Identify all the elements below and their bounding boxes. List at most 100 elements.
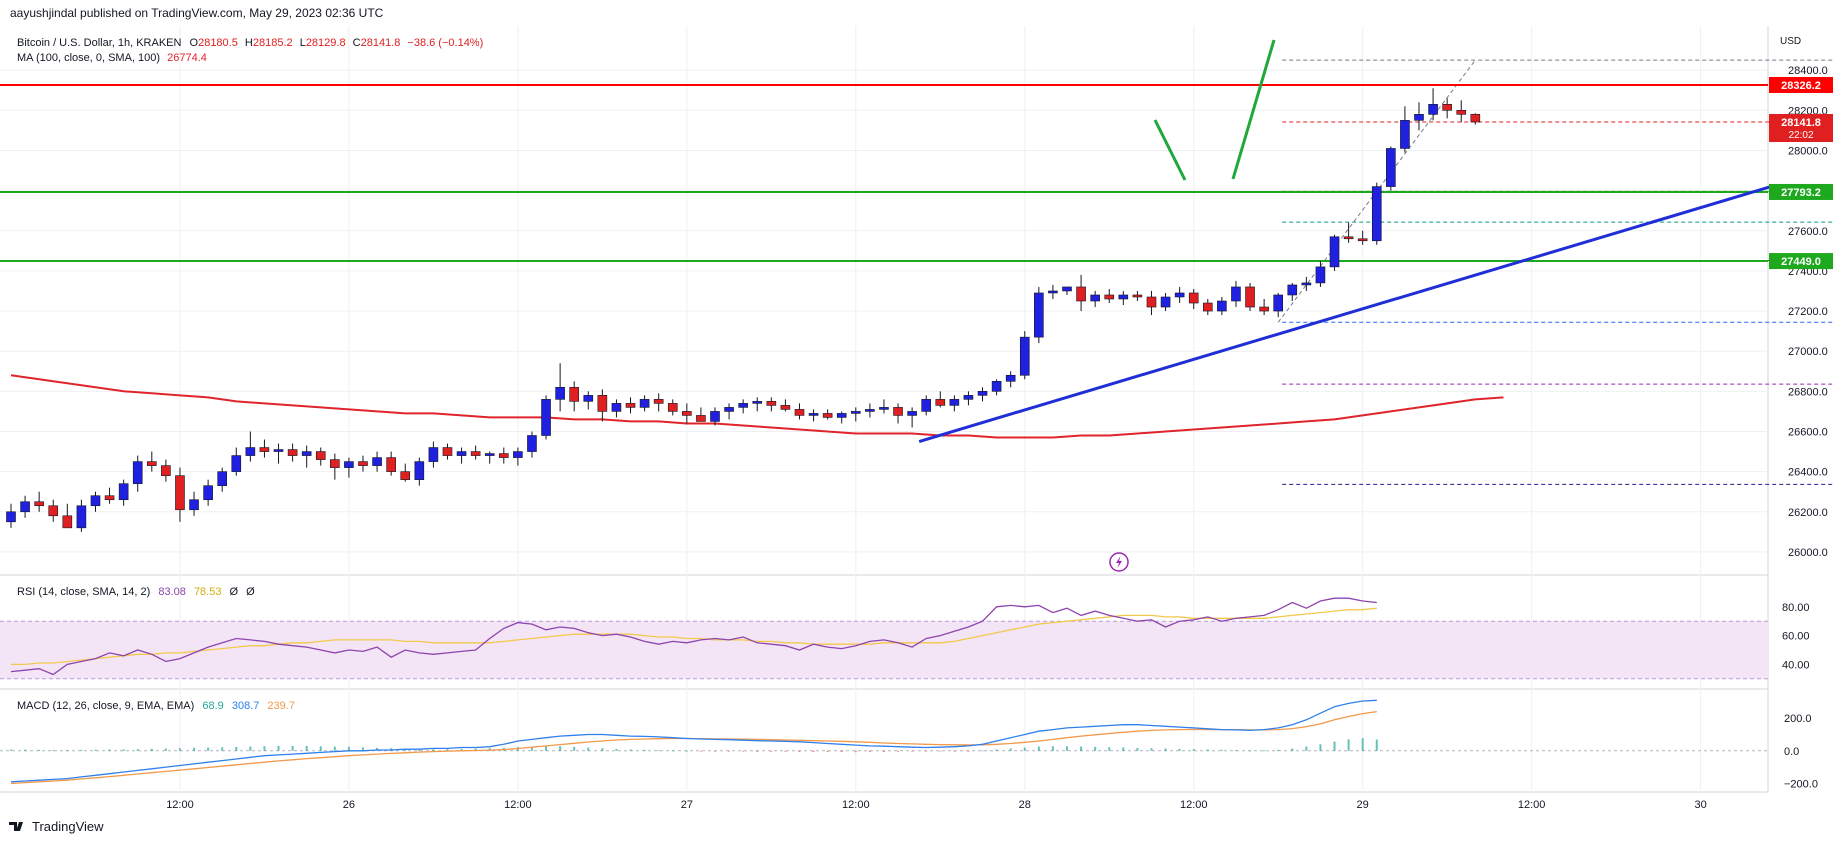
macd-hist-bar	[249, 746, 252, 751]
ohlc-close: 28141.8	[361, 37, 401, 49]
candle-body	[1301, 282, 1312, 286]
candle-body	[203, 485, 213, 501]
trendline	[918, 185, 1772, 443]
level-tag: 27793.2	[1781, 187, 1821, 199]
macd-hist-bar	[1305, 746, 1308, 751]
candle-body	[1428, 103, 1438, 115]
macd-hist-bar	[10, 749, 12, 751]
candle-body	[1400, 120, 1410, 149]
candle-body	[147, 461, 157, 466]
candle-body	[344, 461, 354, 468]
candle-body	[1132, 294, 1143, 298]
candle-body	[161, 465, 171, 476]
candle-body	[259, 447, 270, 452]
macd-hist-bar	[1234, 750, 1237, 751]
macd-hist-bar	[1249, 750, 1252, 752]
macd-hist-bar	[742, 750, 745, 752]
macd-hist-bar	[207, 747, 210, 751]
rsi-line	[10, 597, 1377, 676]
ohlc-change: −38.6 (−0.14%)	[407, 37, 483, 49]
y-tick-label: 26800.0	[1788, 386, 1828, 398]
candle-body	[358, 461, 368, 466]
level-tag: 28326.2	[1781, 80, 1821, 92]
candle-body	[484, 453, 495, 456]
level-tag-bg	[1769, 183, 1833, 200]
candle-body	[879, 407, 889, 410]
candle-body	[850, 411, 861, 414]
macd-hist-bar	[756, 750, 759, 752]
macd-hist-bar	[1361, 738, 1364, 751]
y-tick-label: 28000.0	[1788, 145, 1828, 157]
macd-hist-bar	[615, 748, 618, 751]
candle-body	[118, 483, 129, 501]
moving-average	[10, 374, 1504, 439]
rsi-legend: RSI (14, close, SMA, 14, 2) 83.08 78.53 …	[17, 586, 255, 598]
macd-hist-bar	[263, 746, 266, 751]
macd-hist-bar	[1080, 746, 1083, 751]
candle-body	[822, 413, 833, 418]
macd-hist-bar	[685, 750, 688, 752]
ohlc-low: 28129.8	[306, 37, 346, 49]
rsi-tick-label: 80.00	[1782, 602, 1810, 614]
macd-hist-bar	[347, 746, 350, 751]
level-tag: 27449.0	[1781, 256, 1821, 268]
macd-hist-bar	[1319, 744, 1322, 751]
x-tick-label: 12:00	[1180, 799, 1208, 811]
candle-body	[625, 403, 636, 408]
macd-hist-bar	[953, 750, 956, 752]
candle-body	[1287, 284, 1298, 296]
candle-body	[330, 459, 340, 468]
candle-body	[34, 501, 44, 507]
macd-hist-bar	[38, 749, 41, 751]
macd-hist-bar	[362, 747, 364, 751]
macd-signal-value: 239.7	[267, 700, 295, 712]
macd-hist-bar	[1263, 750, 1266, 752]
rsi-extra-2: Ø	[246, 586, 255, 598]
candle-body	[175, 475, 185, 511]
candle-body	[780, 405, 791, 410]
candle-body	[513, 451, 523, 458]
macd-hist-bar	[80, 749, 83, 751]
candle-body	[696, 415, 706, 422]
macd-hist-bar	[530, 746, 533, 751]
macd-hist-bar	[94, 749, 97, 751]
candle-body	[217, 471, 227, 486]
macd-hist-bar	[1277, 749, 1280, 751]
macd-hist-bar	[221, 747, 224, 751]
lightning-icon[interactable]	[1109, 552, 1129, 572]
candle-body	[738, 403, 748, 408]
candle-body	[1034, 292, 1044, 338]
forecast-path	[1153, 39, 1276, 181]
candle-body	[527, 435, 537, 452]
rsi-band	[0, 621, 1768, 679]
candle-body	[977, 391, 988, 396]
candle-body	[949, 399, 960, 406]
macd-label: MACD (12, 26, close, 9, EMA, EMA)	[17, 700, 194, 712]
level-tag-bg	[1769, 253, 1833, 270]
candle-body	[231, 455, 242, 472]
macd-hist-bar	[1023, 747, 1026, 751]
y-tick-label: 26000.0	[1788, 547, 1828, 559]
candle-body	[569, 387, 580, 402]
candle-body	[428, 447, 439, 462]
candles	[6, 88, 1481, 532]
publish-info: aayushjindal published on TradingView.co…	[10, 6, 384, 20]
candle-body	[1174, 292, 1185, 298]
candle-body	[724, 407, 734, 412]
macd-hist-bar	[66, 749, 69, 751]
macd-hist-bar	[1375, 739, 1378, 751]
candle-body	[400, 471, 411, 480]
macd-hist-bar	[235, 746, 238, 751]
macd-hist-bar	[24, 749, 27, 751]
candle-body	[1104, 294, 1115, 300]
candle-body	[611, 403, 622, 412]
candle-body	[963, 395, 974, 400]
macd-hist-bar	[1192, 749, 1195, 751]
macd-tick-label: 200.0	[1784, 713, 1812, 725]
macd-hist-bar	[277, 745, 280, 751]
candle-body	[6, 511, 16, 523]
macd-hist-bar	[446, 749, 449, 751]
svg-text:MA (100, close, 0, SMA, 100): MA (100, close, 0, SMA, 100) 26774.4	[17, 52, 207, 64]
macd-hist-bar	[460, 748, 463, 751]
